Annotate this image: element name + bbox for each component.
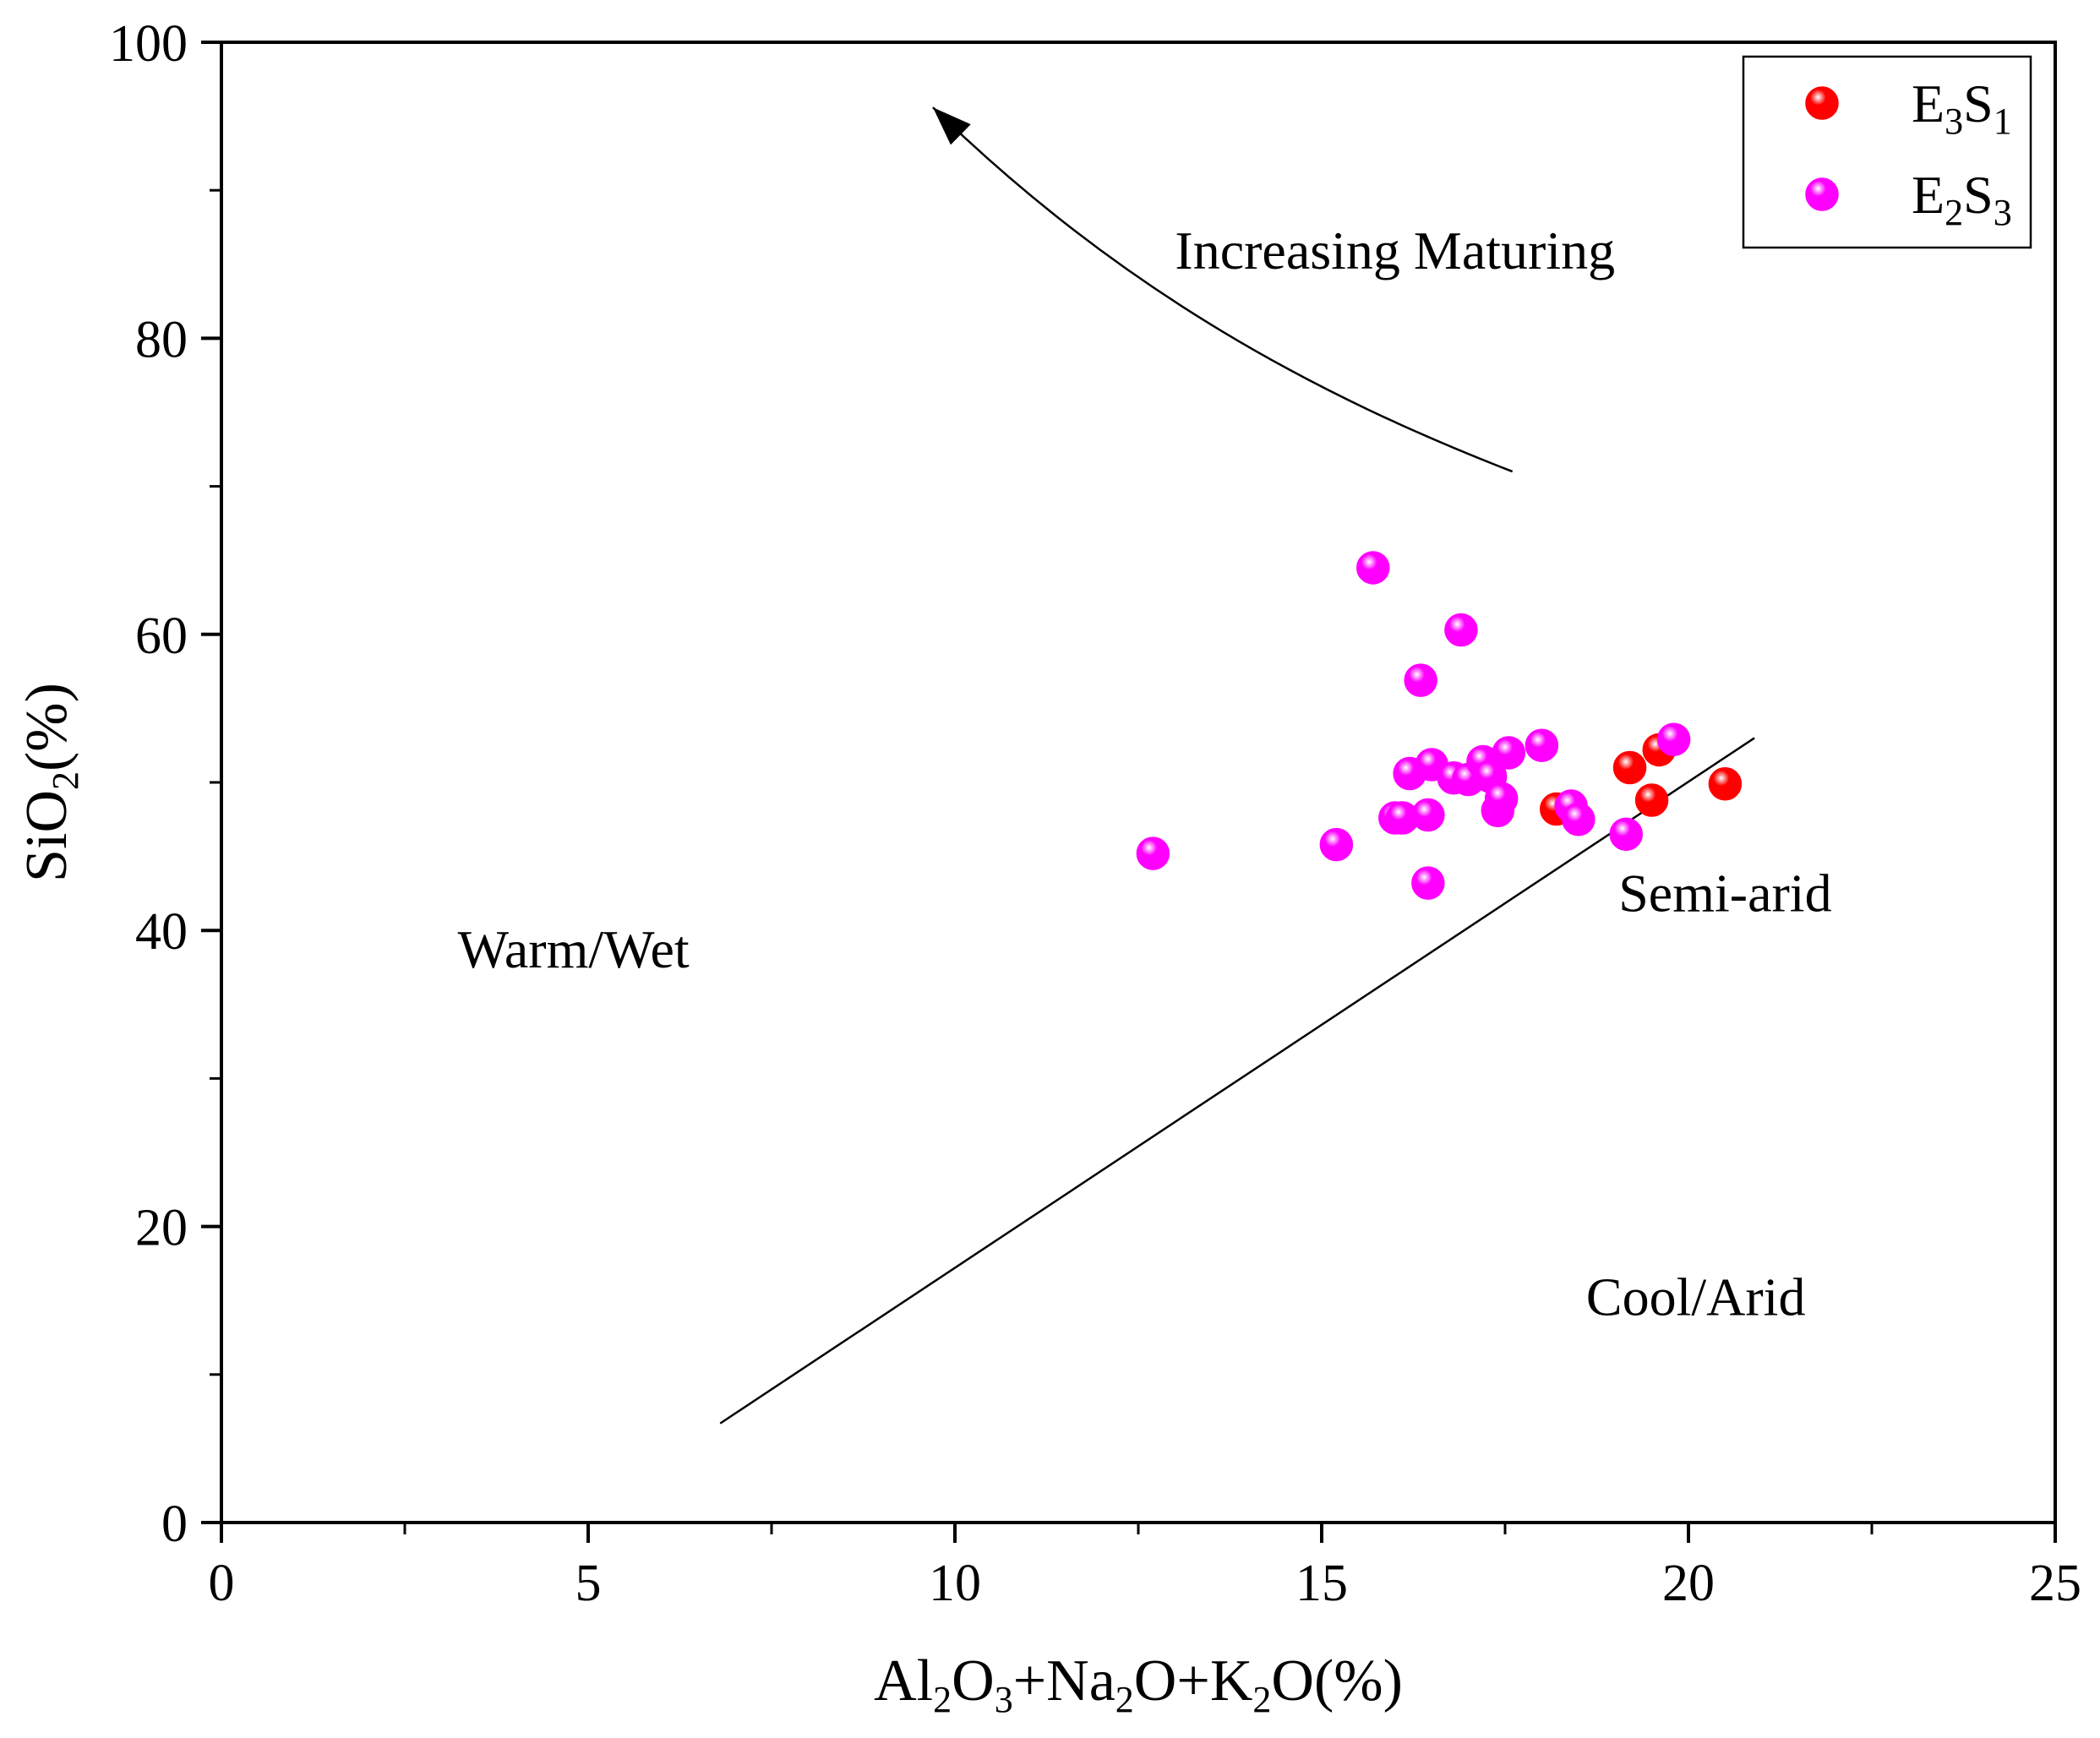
increasing-maturing-label: Increasing Maturing bbox=[1175, 221, 1615, 281]
x-axis-title-part: O+K bbox=[1134, 1648, 1253, 1713]
x-tick-label: 15 bbox=[1295, 1555, 1348, 1612]
y-tick-label: 60 bbox=[135, 607, 188, 665]
data-point-series-1 bbox=[1708, 767, 1743, 801]
x-axis-title-part: 2 bbox=[933, 1679, 952, 1720]
legend-series-label: E3S1 bbox=[1912, 74, 2012, 142]
data-point-series-2 bbox=[1136, 836, 1170, 870]
data-point-series-2 bbox=[1319, 827, 1354, 862]
legend-series-label-part: 3 bbox=[1945, 101, 1963, 142]
legend-box bbox=[1742, 55, 2032, 249]
legend-series-label-part: E bbox=[1912, 165, 1945, 225]
x-tick-label: 0 bbox=[209, 1555, 235, 1612]
maturity-arrow-line bbox=[932, 106, 1514, 473]
x-axis-title-part: 3 bbox=[995, 1679, 1013, 1720]
data-point-series-2 bbox=[1356, 551, 1390, 585]
legend-marker bbox=[1805, 177, 1839, 211]
data-point-series-1 bbox=[1612, 750, 1647, 785]
y-axis-title-part: 2 bbox=[45, 771, 86, 790]
region-label: Warm/Wet bbox=[458, 919, 690, 979]
y-axis-title-part: SiO bbox=[14, 790, 79, 882]
data-point-series-2 bbox=[1656, 722, 1691, 756]
y-tick-label: 20 bbox=[135, 1200, 188, 1257]
arrow-head-icon bbox=[932, 107, 971, 145]
boundary-line bbox=[719, 737, 1755, 1425]
legend-series-label-part: E bbox=[1912, 74, 1945, 133]
x-axis-title-part: +Na bbox=[1013, 1648, 1115, 1713]
x-axis-title-part: 2 bbox=[1115, 1679, 1134, 1720]
data-point-series-2 bbox=[1562, 803, 1595, 836]
legend-series-label-part: 2 bbox=[1945, 192, 1963, 233]
legend-marker bbox=[1805, 86, 1839, 120]
data-point-series-2 bbox=[1411, 866, 1445, 900]
region-label: Cool/Arid bbox=[1586, 1267, 1806, 1327]
x-axis-title: Al2O3+Na2O+K2O(%) bbox=[874, 1648, 1403, 1720]
data-point-series-2 bbox=[1411, 798, 1445, 832]
data-point-series-2 bbox=[1404, 663, 1437, 697]
data-point-series-2 bbox=[1525, 728, 1559, 762]
data-point-series-2 bbox=[1492, 736, 1526, 770]
region-label: Semi-arid bbox=[1618, 863, 1831, 923]
data-point-series-2 bbox=[1484, 782, 1519, 816]
x-tick-label: 5 bbox=[575, 1555, 602, 1612]
data-point-series-2 bbox=[1609, 817, 1643, 852]
data-point-series-1 bbox=[1634, 783, 1669, 817]
y-axis-title: SiO2(%) bbox=[14, 683, 86, 882]
legend-series-label-part: S bbox=[1963, 165, 1994, 225]
data-point-series-2 bbox=[1444, 613, 1478, 647]
y-tick-label: 40 bbox=[135, 903, 188, 961]
legend-series-label-part: 1 bbox=[1994, 101, 2012, 142]
legend-series-label-part: S bbox=[1963, 74, 1994, 133]
legend-series-label: E2S3 bbox=[1912, 165, 2012, 233]
x-tick-label: 20 bbox=[1662, 1555, 1715, 1612]
y-tick-label: 0 bbox=[161, 1496, 188, 1553]
x-axis-title-part: O(%) bbox=[1271, 1648, 1402, 1713]
x-axis-title-part: Al bbox=[874, 1648, 933, 1713]
x-axis-title-part: O bbox=[952, 1648, 995, 1713]
x-tick-label: 25 bbox=[2029, 1555, 2081, 1612]
x-axis-title-part: 2 bbox=[1252, 1679, 1271, 1720]
legend-series-label-part: 3 bbox=[1994, 192, 2012, 233]
y-tick-label: 100 bbox=[109, 15, 188, 73]
x-tick-label: 10 bbox=[929, 1555, 981, 1612]
y-axis-title-part: (%) bbox=[14, 683, 79, 771]
y-tick-label: 80 bbox=[135, 311, 188, 368]
